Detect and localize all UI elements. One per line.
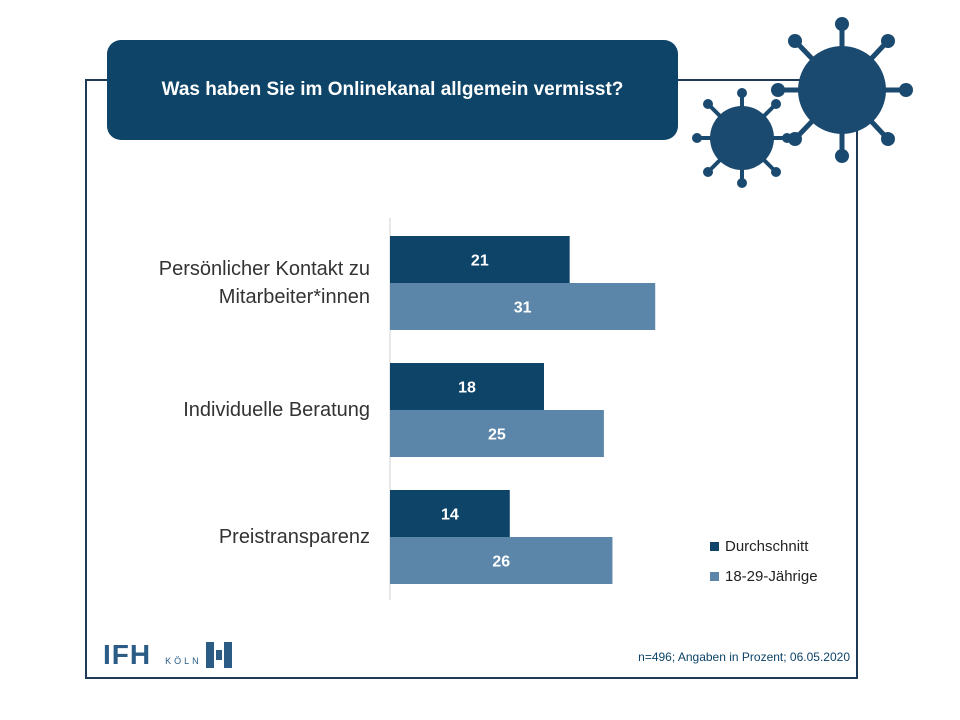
logo-text: IFH	[103, 639, 152, 670]
logo-subtext: KÖLN	[165, 656, 202, 666]
legend-label: 18-29-Jährige	[725, 567, 818, 585]
logo-mark-icon	[205, 642, 232, 668]
data-label: 26	[492, 554, 510, 571]
bar-18-29-jaehrige-0	[390, 283, 656, 330]
data-label: 21	[471, 253, 489, 270]
legend-item-durchschnitt: Durchschnitt	[710, 536, 818, 556]
bar-18-29-jaehrige-2	[390, 537, 613, 584]
category-label: Preistransparenz	[218, 526, 370, 548]
footnote: n=496; Angaben in Prozent; 06.05.2020	[638, 650, 850, 664]
chart-title: Was haben Sie im Onlinekanal allgemein v…	[107, 40, 678, 140]
data-label: 25	[488, 427, 506, 444]
legend-label: Durchschnitt	[725, 537, 809, 555]
virus-icon	[692, 17, 913, 188]
bar-durchschnitt-2	[390, 490, 510, 537]
legend-swatch	[710, 571, 719, 581]
bar-durchschnitt-1	[390, 363, 544, 410]
category-label: Individuelle Beratung	[183, 399, 370, 421]
legend-swatch	[710, 541, 719, 551]
ifh-logo: IFH KÖLN	[103, 639, 232, 670]
data-label: 14	[441, 507, 459, 524]
category-label: Persönlicher Kontakt zu Mitarbeiter*innen	[158, 258, 370, 308]
legend-item-18-29-jaehrige: 18-29-Jährige	[710, 566, 818, 586]
data-label: 31	[514, 300, 532, 317]
data-label: 18	[458, 380, 476, 397]
bar-18-29-jaehrige-1	[390, 410, 604, 457]
bar-durchschnitt-0	[390, 236, 570, 283]
legend: Durchschnitt 18-29-Jährige	[710, 536, 818, 596]
